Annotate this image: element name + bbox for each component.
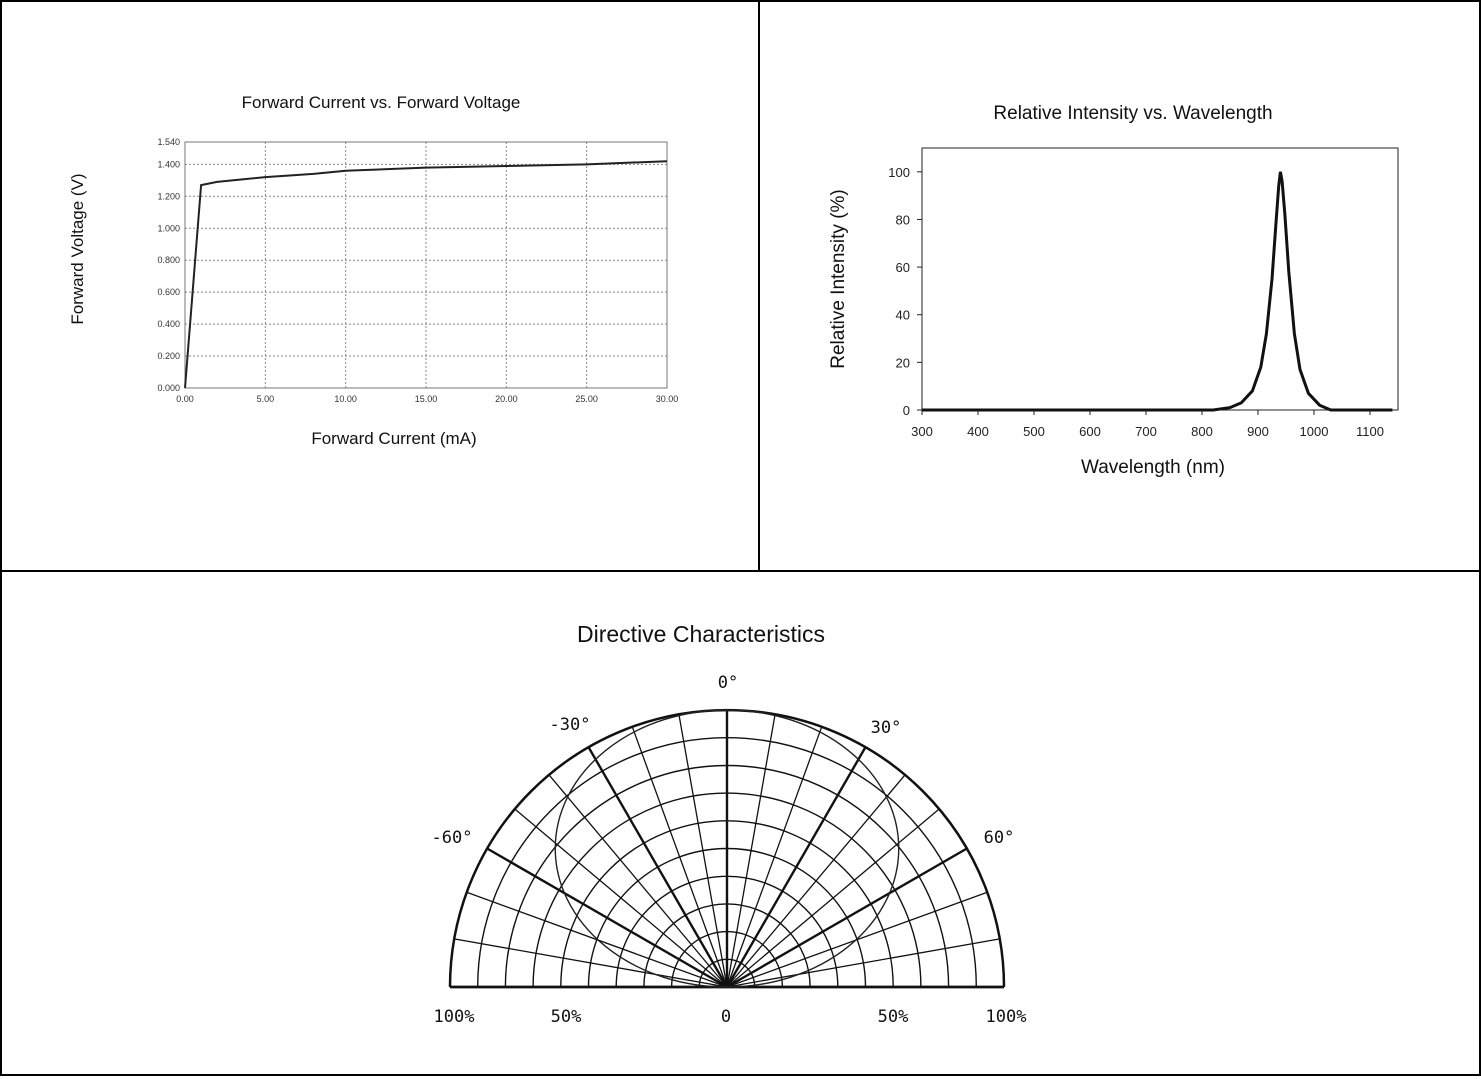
polar-spoke: [548, 774, 728, 988]
x-tick-label: 500: [1023, 424, 1045, 439]
x-tick-label: 1100: [1356, 424, 1384, 439]
y-tick-labels: 0.000 0.200 0.400 0.600 0.800 1.000 1.200 1.400…: [157, 137, 180, 393]
y-tick-label: 0.800: [157, 255, 180, 265]
x-tick-label: 5.00: [257, 394, 275, 404]
y-tick-label: 1.000: [157, 223, 180, 233]
angle-label-minus-30: -30°: [550, 715, 591, 735]
chart-title: Relative Intensity vs. Wavelength: [993, 103, 1272, 124]
polar-spoke: [726, 938, 1000, 988]
relative-intensity-chart-panel: Relative Intensity vs. Wavelength 0 20 40 6…: [758, 0, 1481, 572]
x-tick-label: 600: [1079, 424, 1101, 439]
y-tick-label: 0: [903, 403, 910, 418]
polar-spoke: [726, 774, 906, 988]
x-tick-label: 1000: [1300, 424, 1329, 439]
y-tick-label: 80: [896, 212, 910, 227]
x-tick-label: 300: [911, 424, 933, 439]
y-tick-label: 1.400: [157, 159, 180, 169]
x-tick-label: 400: [967, 424, 989, 439]
directive-characteristics-panel: Directive Characteristics 0° -30° 30° -6…: [0, 570, 1481, 1076]
y-tick-label: 0.000: [157, 383, 180, 393]
radius-label-left-50: 50%: [551, 1007, 582, 1027]
polar-spoke: [454, 938, 728, 988]
polar-grid: [448, 708, 1006, 989]
x-tick-label: 0.00: [176, 394, 194, 404]
polar-spoke: [587, 746, 729, 988]
polar-labels: 0° -30° 30° -60° 60° 100% 50% 0 50% 100%: [432, 673, 1027, 1027]
x-tick-label: 20.00: [495, 394, 518, 404]
radius-label-center: 0: [721, 1007, 731, 1027]
y-tick-label: 0.200: [157, 351, 180, 361]
x-tick-label: 900: [1247, 424, 1269, 439]
chart-title: Forward Current vs. Forward Voltage: [242, 93, 521, 112]
y-tick-label: 100: [888, 165, 910, 180]
x-tick-label: 800: [1191, 424, 1213, 439]
series-line: [922, 171, 1393, 412]
polar-spoke: [631, 726, 728, 988]
angle-label-60: 60°: [984, 828, 1015, 848]
forward-voltage-chart: Forward Current vs. Forward Voltage 0.00…: [68, 93, 678, 448]
forward-voltage-chart-panel: Forward Current vs. Forward Voltage 0.00…: [0, 0, 760, 572]
series-line: [184, 160, 668, 389]
x-tick-label: 15.00: [415, 394, 438, 404]
x-tick-label: 25.00: [575, 394, 598, 404]
angle-label-0: 0°: [718, 673, 738, 693]
y-tick-label: 0.400: [157, 319, 180, 329]
plot-area: [921, 147, 1399, 411]
polar-spoke: [726, 714, 776, 988]
x-axis-label: Wavelength (nm): [1081, 457, 1225, 478]
x-tick-label: 10.00: [334, 394, 357, 404]
y-axis-label: Relative Intensity (%): [828, 189, 849, 369]
radius-label-right-100: 100%: [986, 1007, 1027, 1027]
y-tick-label: 60: [896, 260, 910, 275]
x-tick-labels: 0.00 5.00 10.00 15.00 20.00 25.00 30.00: [176, 394, 678, 404]
angle-label-30: 30°: [871, 718, 902, 738]
relative-intensity-chart: Relative Intensity vs. Wavelength 0 20 40 6…: [828, 103, 1399, 478]
x-tick-label: 700: [1135, 424, 1157, 439]
y-tick-label: 40: [896, 308, 910, 323]
polar-spoke: [726, 808, 940, 988]
polar-spoke: [678, 714, 728, 988]
y-tick-label: 0.600: [157, 287, 180, 297]
angle-label-minus-60: -60°: [432, 828, 473, 848]
polar-spoke: [726, 847, 968, 989]
y-tick-label: 1.200: [157, 191, 180, 201]
directive-characteristics-chart: Directive Characteristics 0° -30° 30° -6…: [432, 621, 1027, 1027]
polar-spoke: [725, 746, 867, 988]
radius-label-left-100: 100%: [434, 1007, 475, 1027]
radius-label-right-50: 50%: [878, 1007, 909, 1027]
polar-spoke: [726, 726, 823, 988]
x-tick-label: 30.00: [656, 394, 679, 404]
chart-title: Directive Characteristics: [577, 621, 825, 647]
x-tick-labels: 300 400 500 600 700 800 900 1000 1100: [911, 410, 1384, 439]
y-tick-label: 20: [896, 355, 910, 370]
polar-spoke: [486, 847, 728, 989]
plot-area: [184, 141, 668, 389]
y-tick-labels: 0 20 40 60 80 100: [888, 165, 922, 418]
y-tick-label: 1.540: [157, 137, 180, 147]
polar-spoke: [514, 808, 728, 988]
y-axis-label: Forward Voltage (V): [68, 173, 87, 324]
x-axis-label: Forward Current (mA): [311, 429, 476, 448]
radiation-pattern: [554, 709, 900, 988]
